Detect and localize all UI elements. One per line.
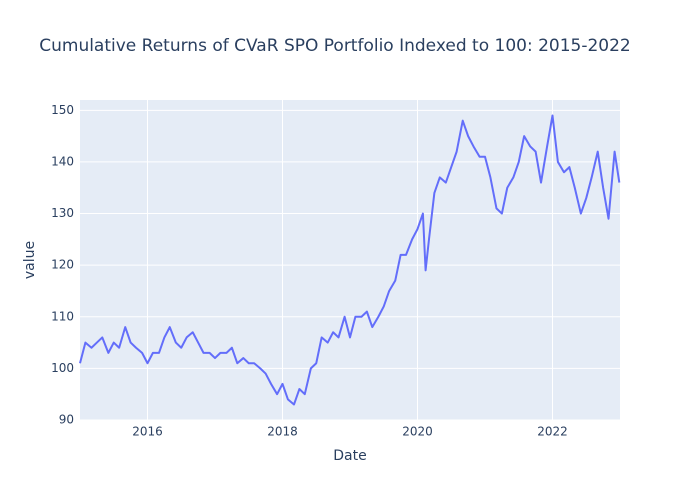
y-tick-label: 90 — [59, 413, 74, 427]
y-tick-label: 120 — [51, 258, 74, 272]
y-tick-label: 150 — [51, 103, 74, 117]
chart-title: Cumulative Returns of CVaR SPO Portfolio… — [39, 36, 631, 56]
y-axis-title: value — [22, 241, 38, 279]
x-tick-label: 2020 — [402, 425, 433, 439]
x-tick-label: 2022 — [537, 425, 568, 439]
x-axis-title: Date — [333, 448, 366, 464]
y-tick-label: 130 — [51, 206, 74, 220]
y-tick-label: 110 — [51, 309, 74, 323]
x-tick-label: 2016 — [132, 425, 163, 439]
y-tick-label: 140 — [51, 154, 74, 168]
y-tick-label: 100 — [51, 361, 74, 375]
data-line — [79, 114, 621, 406]
x-tick-label: 2018 — [267, 425, 298, 439]
plot-area — [80, 100, 620, 420]
